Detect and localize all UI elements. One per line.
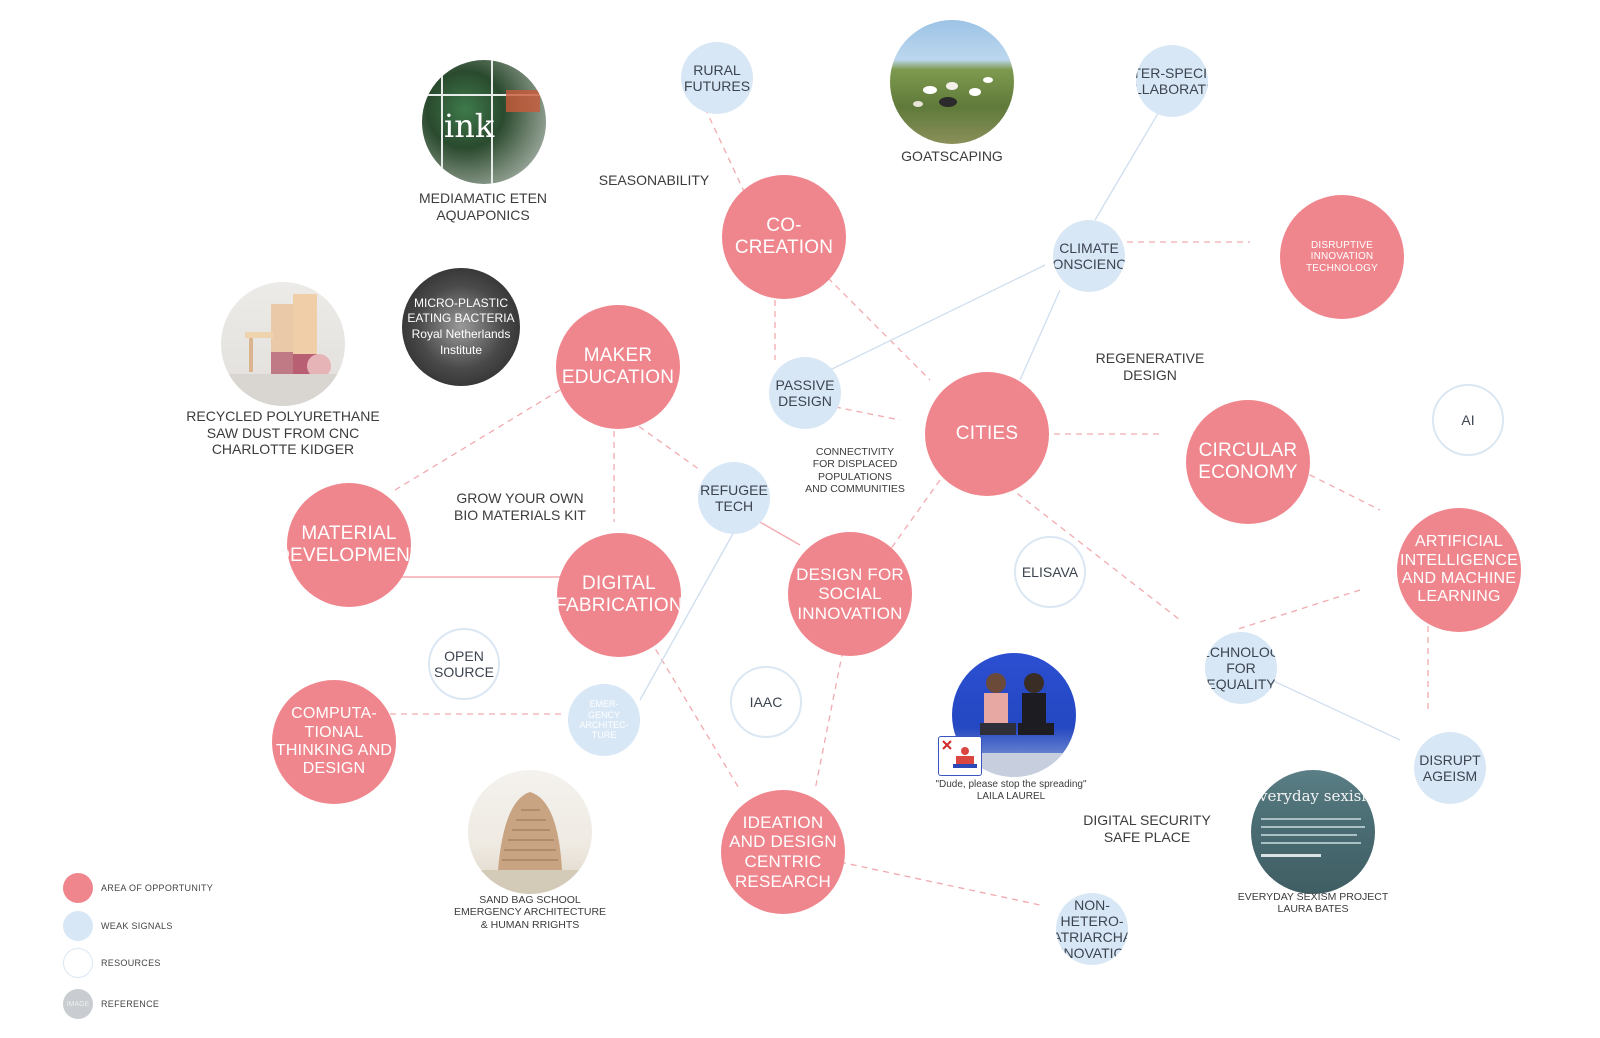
node-digital-fabrication: DIGITAL FABRICATION xyxy=(557,533,681,657)
legend-swatch-reference-text: IMAGE xyxy=(66,1000,90,1008)
edge xyxy=(819,269,931,381)
sandbag-dome-illustration xyxy=(468,792,592,894)
everyday-sexism-site-title: veryday sexism p xyxy=(1259,787,1375,805)
node-refugee-tech: REFUGEE TECH xyxy=(698,462,770,534)
aquaponics-sign-text: ink xyxy=(444,107,495,145)
edge-weak xyxy=(1094,109,1161,221)
node-ideation-design: IDEATION AND DESIGN CENTRIC RESEARCH xyxy=(721,790,845,914)
legend-label-resources: RESOURCES xyxy=(101,958,161,968)
label-sand-bag-school: SAND BAG SCHOOL EMERGENCY ARCHITECTURE &… xyxy=(453,894,607,931)
node-disruptive-innovation: DISRUPTIVE INNOVATION TECHNOLOGY xyxy=(1280,195,1404,319)
node-elisava: ELISAVA xyxy=(1014,536,1086,608)
node-emergency-architecture: EMER- GENCY ARCHITEC- TURE xyxy=(568,684,640,756)
node-iaac: IAAC xyxy=(730,666,802,738)
reference-image-polyurethane-stools xyxy=(221,282,345,406)
edge xyxy=(629,419,701,471)
reference-image-sandbag-school xyxy=(468,770,592,894)
website-text-lines xyxy=(1261,818,1365,857)
edge xyxy=(814,639,846,791)
node-non-hetero: NON-HETERO- PATRIARCHAL INNOVATION xyxy=(1056,893,1128,965)
label-dude-spreading: "Dude, please stop the spreading" LAILA … xyxy=(935,779,1087,802)
legend-swatch-weak xyxy=(63,911,93,941)
node-ai-ml: ARTIFICIAL INTELLIGENCE AND MACHINE LEAR… xyxy=(1397,508,1521,632)
edge xyxy=(649,639,741,791)
node-ai: AI xyxy=(1432,384,1504,456)
node-co-creation: CO-CREATION xyxy=(722,175,846,299)
label-recycled-polyurethane: RECYCLED POLYURETHANE SAW DUST FROM CNC … xyxy=(186,408,380,458)
no-manspreading-icon xyxy=(938,736,982,776)
label-connectivity: CONNECTIVITY FOR DISPLACED POPULATIONS A… xyxy=(805,446,905,496)
node-disrupt-ageism: DISRUPT AGEISM xyxy=(1414,732,1486,804)
legend-reference: IMAGE REFERENCE xyxy=(63,989,159,1019)
edge-solid xyxy=(759,521,801,546)
edge-weak xyxy=(1249,669,1401,741)
node-open-source: OPEN SOURCE xyxy=(428,628,500,700)
node-computational-thinking: COMPUTA- TIONAL THINKING AND DESIGN xyxy=(272,680,396,804)
legend-label-weak: WEAK SIGNALS xyxy=(101,921,173,931)
label-grow-your-own: GROW YOUR OWN BIO MATERIALS KIT xyxy=(454,490,586,523)
reference-image-everyday-sexism: veryday sexism p xyxy=(1251,770,1375,894)
node-design-social-innovation: DESIGN FOR SOCIAL INNOVATION xyxy=(788,532,912,656)
node-circular-economy: CIRCULAR ECONOMY xyxy=(1186,400,1310,524)
edge xyxy=(780,395,901,421)
goats-scene xyxy=(913,77,993,107)
edge xyxy=(1279,459,1381,511)
edge-weak xyxy=(639,529,736,701)
reference-image-goatscaping xyxy=(890,20,1014,144)
legend-swatch-reference: IMAGE xyxy=(63,989,93,1019)
node-rural-futures: RURAL FUTURES xyxy=(681,42,753,114)
node-inter-species: INTER-SPECIES COLLABORATION xyxy=(1136,45,1208,117)
legend-weak-signals: WEAK SIGNALS xyxy=(63,911,173,941)
legend-opportunity: AREA OF OPPORTUNITY xyxy=(63,873,213,903)
label-goatscaping: GOATSCAPING xyxy=(901,148,1003,164)
legend-label-reference: REFERENCE xyxy=(101,999,160,1009)
edge xyxy=(999,479,1181,621)
label-regenerative-design: REGENERATIVE DESIGN xyxy=(1095,350,1205,383)
edge xyxy=(1234,589,1361,631)
label-everyday-sexism: EVERYDAY SEXISM PROJECT LAURA BATES xyxy=(1237,891,1389,916)
node-cities: CITIES xyxy=(925,372,1049,496)
node-material-development: MATERIAL DEVELOPMENT xyxy=(287,483,411,607)
greenhouse-pattern xyxy=(422,60,546,184)
edge xyxy=(889,479,941,551)
legend-swatch-opportunity xyxy=(63,873,93,903)
node-passive-design: PASSIVE DESIGN xyxy=(769,357,841,429)
label-seasonability: SEASONABILITY xyxy=(598,172,710,188)
edge xyxy=(394,389,561,491)
legend-swatch-resources xyxy=(63,948,93,978)
edge-weak xyxy=(829,264,1046,371)
edge xyxy=(839,861,1041,906)
node-maker-education: MAKER EDUCATION xyxy=(556,305,680,429)
no-sign-pictogram xyxy=(942,740,977,768)
node-climate-conscience: CLIMATE CONSCIENCE xyxy=(1053,220,1125,292)
legend-resources: RESOURCES xyxy=(63,948,161,978)
edge-weak xyxy=(1019,289,1061,381)
reference-image-aquaponics: ink xyxy=(422,60,546,184)
label-digital-security: DIGITAL SECURITY SAFE PLACE xyxy=(1083,812,1211,845)
label-mediamatic: MEDIAMATIC ETEN AQUAPONICS xyxy=(418,190,548,223)
reference-image-micro-plastic: MICRO-PLASTIC EATING BACTERIA Royal Neth… xyxy=(402,268,520,386)
stools-illustration xyxy=(221,294,345,406)
legend-label-opportunity: AREA OF OPPORTUNITY xyxy=(101,883,214,893)
node-technology-equality: TECHNOLOGY FOR EQUALITY xyxy=(1205,632,1277,704)
